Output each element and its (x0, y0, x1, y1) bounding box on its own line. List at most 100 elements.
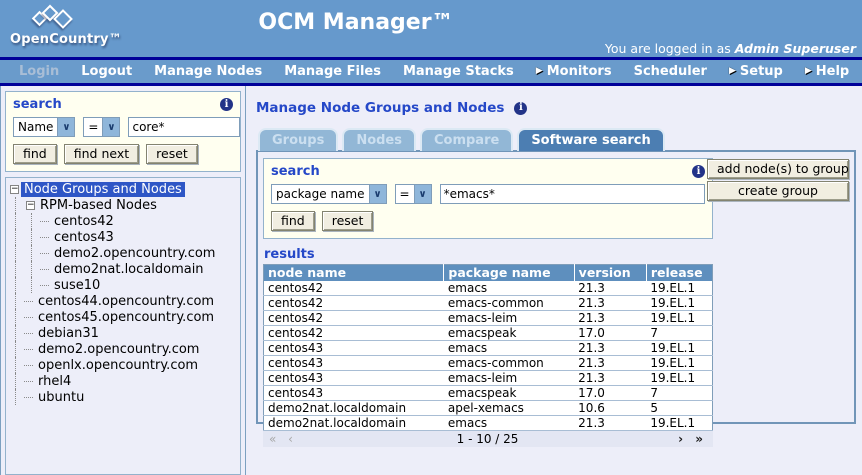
tree-item-centos45-opencountry-com[interactable]: centos45.opencountry.com (38, 309, 215, 325)
nav-bar: Login Logout Manage Nodes Manage Files Manag… (0, 60, 862, 83)
table-cell: centos42 (263, 325, 444, 341)
table-row[interactable]: demo2nat.localdomain emacs 21.3 19.EL.1 (263, 415, 713, 431)
table-row[interactable]: centos42 emacs 21.3 19.EL.1 (263, 281, 713, 296)
tab-nodes[interactable]: Nodes (342, 128, 416, 151)
tree-row: rhel4 (8, 373, 238, 389)
tree-row: centos45.opencountry.com (8, 309, 238, 325)
create-group-button[interactable]: create group (707, 181, 849, 201)
tree-item-demo2-opencountry-com[interactable]: demo2.opencountry.com (38, 341, 200, 357)
tree-row: openlx.opencountry.com (8, 357, 238, 373)
tree-item-demo2nat-localdomain[interactable]: demo2nat.localdomain (54, 261, 204, 277)
tree-row: centos44.opencountry.com (8, 293, 238, 309)
tree-row: demo2.opencountry.com (8, 341, 238, 357)
sidebar-find-button[interactable]: find (13, 144, 57, 164)
table-cell: 21.3 (574, 295, 647, 311)
table-cell: 21.3 (574, 355, 647, 371)
tree-item-centos43[interactable]: centos43 (54, 229, 114, 245)
nav-item-setup[interactable]: ▶ Setup (718, 64, 794, 79)
table-row[interactable]: centos43 emacs-common 21.3 19.EL.1 (263, 355, 713, 371)
column-header-version[interactable]: version (574, 264, 647, 281)
pager-next-icon[interactable]: › (678, 432, 688, 446)
tree-item-suse10[interactable]: suse10 (54, 277, 101, 293)
sidebar-find-next-button[interactable]: find next (63, 144, 140, 164)
table-row[interactable]: centos42 emacs-common 21.3 19.EL.1 (263, 295, 713, 311)
tree-item-debian31[interactable]: debian31 (38, 325, 99, 341)
table-cell: centos43 (263, 355, 444, 371)
table-cell: 21.3 (574, 370, 647, 386)
tree-item-openlx-opencountry-com[interactable]: openlx.opencountry.com (38, 357, 199, 373)
table-row[interactable]: demo2nat.localdomain apel-xemacs 10.6 5 (263, 400, 713, 416)
submenu-arrow-icon: ▶ (728, 66, 736, 76)
nav-divider (0, 83, 862, 86)
add-nodes-to-group-button[interactable]: add node(s) to group (707, 159, 849, 179)
sidebar-search-query-input[interactable] (128, 117, 241, 137)
column-header-package-name[interactable]: package name (443, 264, 575, 281)
nav-item-logout[interactable]: Logout (70, 64, 143, 79)
table-row[interactable]: centos42 emacspeak 17.0 7 (263, 325, 713, 341)
tree-guide-line (15, 341, 24, 357)
main-search-field-value: package name (276, 187, 365, 201)
nav-item-manage-files[interactable]: Manage Files (273, 64, 392, 79)
tree-collapse-icon[interactable]: − (26, 199, 35, 210)
main-find-button[interactable]: find (271, 211, 315, 231)
table-row[interactable]: centos42 emacs-leim 21.3 19.EL.1 (263, 310, 713, 326)
sidebar-reset-button[interactable]: reset (146, 144, 198, 164)
table-cell: centos43 (263, 340, 444, 356)
tree-item-demo2-opencountry-com[interactable]: demo2.opencountry.com (54, 245, 216, 261)
tree-item-centos44-opencountry-com[interactable]: centos44.opencountry.com (38, 293, 215, 309)
nav-item-label: Monitors (546, 64, 612, 79)
table-cell: centos42 (263, 281, 444, 296)
tree-row: centos42 (8, 213, 238, 229)
tab-groups[interactable]: Groups (258, 128, 339, 151)
tree-guide-line (15, 309, 24, 325)
main-search-info-icon[interactable]: i (692, 165, 705, 178)
pager-last-icon[interactable]: » (695, 432, 707, 446)
tree-collapse-icon[interactable]: − (10, 183, 19, 194)
table-row[interactable]: centos43 emacs 21.3 19.EL.1 (263, 340, 713, 356)
opencountry-logo[interactable]: OpenCountry™ (10, 4, 130, 52)
tree-branch-line (40, 236, 49, 238)
column-header-node-name[interactable]: node name (263, 264, 445, 281)
app-header: OpenCountry™ OCM Manager™ You are logged… (0, 0, 862, 57)
tree-guide-line (15, 325, 24, 341)
table-cell: 19.EL.1 (646, 281, 713, 296)
table-cell: emacs (443, 340, 575, 356)
sidebar-search-info-icon[interactable]: i (220, 98, 233, 111)
column-header-release[interactable]: release (646, 264, 714, 281)
nav-item-manage-stacks[interactable]: Manage Stacks (392, 64, 525, 79)
nav-item-label: Scheduler (633, 64, 707, 79)
table-cell: centos43 (263, 385, 444, 401)
tree-item-ubuntu[interactable]: ubuntu (38, 389, 85, 405)
table-row[interactable]: centos43 emacs-leim 21.3 19.EL.1 (263, 370, 713, 386)
tree-branch-line (24, 332, 33, 334)
nav-item-monitors[interactable]: ▶ Monitors (525, 64, 623, 79)
main-search-field-select[interactable]: package name ∨ (271, 184, 387, 204)
nav-item-scheduler[interactable]: Scheduler (623, 64, 718, 79)
table-cell: emacs-common (443, 295, 575, 311)
table-cell: 19.EL.1 (646, 340, 713, 356)
table-cell: emacs (443, 281, 575, 296)
pager-first-icon: « (269, 432, 281, 446)
dropdown-chevron-icon: ∨ (57, 118, 75, 136)
tree-item-centos42[interactable]: centos42 (54, 213, 114, 229)
main-reset-button[interactable]: reset (321, 211, 374, 231)
sidebar-search-field-select[interactable]: Name ∨ (13, 117, 76, 137)
table-row[interactable]: centos43 emacspeak 17.0 7 (263, 385, 713, 401)
header-divider (0, 57, 862, 60)
sidebar-search-operator-select[interactable]: = ∨ (83, 117, 121, 137)
tree-item-rhel4[interactable]: rhel4 (38, 373, 72, 389)
page-title-info-icon[interactable]: i (514, 101, 528, 115)
tree-row: ubuntu (8, 389, 238, 405)
tree-item-rpm-based-nodes[interactable]: RPM-based Nodes (40, 197, 157, 213)
main-search-query-input[interactable] (439, 184, 705, 204)
tab-compare[interactable]: Compare (419, 128, 514, 151)
tree-guide-line (15, 277, 24, 293)
main-search-operator-select[interactable]: = ∨ (394, 184, 432, 204)
tab-software-search[interactable]: Software search (517, 128, 665, 151)
tree-item-node-groups-and-nodes[interactable]: Node Groups and Nodes (21, 181, 185, 197)
group-actions: add node(s) to group create group (707, 159, 849, 201)
nav-item-label: Setup (739, 64, 783, 79)
nav-item-manage-nodes[interactable]: Manage Nodes (143, 64, 273, 79)
nav-item-help[interactable]: ▶ Help (794, 64, 860, 79)
tree-guide-line (31, 261, 40, 277)
